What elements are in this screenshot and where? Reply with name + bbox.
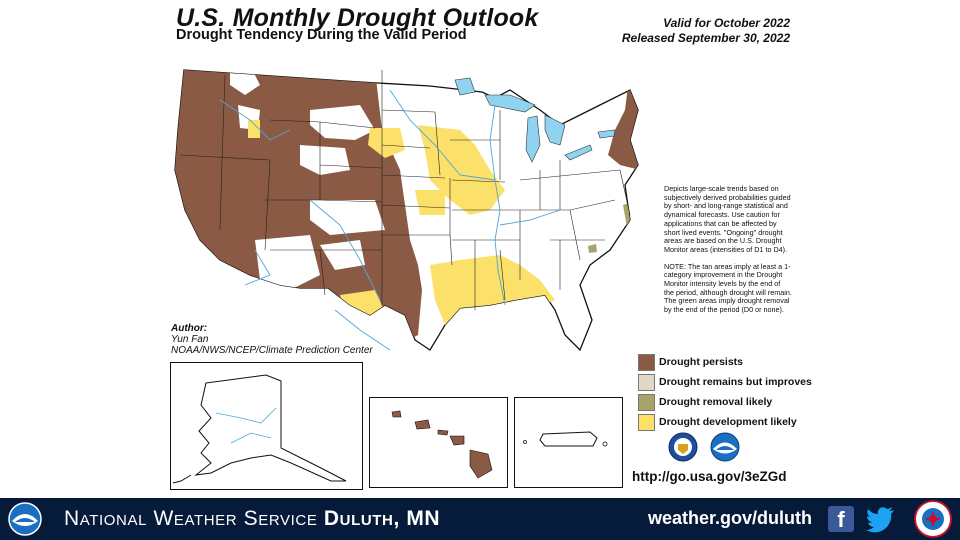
valid-period: Valid for October 2022 Released Septembe… [622, 16, 790, 46]
legend-item-improves: Drought remains but improves [638, 372, 812, 392]
office-location: Duluth, MN [323, 507, 441, 530]
puerto-rico-inset [514, 397, 623, 488]
drought-development-nv [248, 120, 260, 138]
office-name: National Weather Service Duluth, MN [64, 507, 440, 531]
legend-label-removal: Drought removal likely [659, 396, 773, 408]
nws-logo [914, 500, 952, 538]
hawaii-map [391, 410, 493, 479]
puerto-rico-map [523, 431, 608, 447]
lake-superior [484, 94, 536, 113]
lake-ontario [597, 129, 616, 139]
description-paragraph-1: Depicts large-scale trends based on subj… [664, 184, 791, 254]
author-name: Yun Fan [171, 334, 209, 345]
legend-label-improves: Drought remains but improves [659, 376, 812, 388]
drought-development-plains [418, 125, 505, 215]
conus-drought-map [174, 69, 639, 352]
office-prefix: National Weather Service [64, 507, 318, 530]
noaa-logo [710, 432, 740, 462]
legend-label-persists: Drought persists [659, 356, 744, 368]
drought-removal-va [623, 200, 638, 233]
no-drought-mt [310, 105, 375, 140]
legend-item-development: Drought development likely [638, 412, 812, 432]
lake-erie [564, 144, 593, 161]
noaa-logo [8, 502, 42, 536]
drought-development-mt [368, 128, 405, 158]
twitter-icon[interactable] [866, 505, 896, 533]
author-block: Author: Yun Fan NOAA/NWS/NCEP/Climate Pr… [171, 323, 373, 356]
hawaii-inset [369, 397, 508, 488]
valid-date: Valid for October 2022 [663, 16, 790, 30]
drought-development-ks [415, 190, 445, 215]
state-boundaries [179, 70, 631, 310]
legend-swatch-removal [638, 393, 655, 411]
rivers [219, 89, 561, 351]
legend-swatch-persists [638, 353, 655, 371]
legend-item-persists: Drought persists [638, 352, 812, 372]
description-paragraph-2: NOTE: The tan areas imply at least a 1-c… [664, 261, 792, 315]
no-drought-ut [320, 240, 365, 270]
alaska-map [172, 374, 347, 484]
lake-winnipeg [454, 77, 476, 96]
facebook-icon[interactable]: f [828, 506, 854, 532]
legend-label-development: Drought development likely [659, 416, 797, 428]
lake-michigan [525, 115, 541, 163]
author-org: NOAA/NWS/NCEP/Climate Prediction Center [171, 345, 373, 356]
no-drought-wy [300, 145, 350, 175]
outlook-url[interactable]: http://go.usa.gov/3eZGd [632, 469, 787, 484]
release-date: Released September 30, 2022 [621, 31, 790, 45]
nws-footer-bar: National Weather Service Duluth, MN weat… [0, 498, 960, 540]
map-legend: Drought persists Drought remains but imp… [638, 352, 812, 432]
map-description: Depicts large-scale trends based on subj… [664, 184, 792, 323]
legend-item-removal: Drought removal likely [638, 392, 812, 412]
no-drought-co [310, 200, 385, 235]
drought-removal-sc [588, 244, 597, 253]
office-website[interactable]: weather.gov/duluth [648, 508, 813, 528]
author-label: Author: [171, 323, 208, 334]
no-drought-az [255, 235, 320, 290]
lake-huron [544, 114, 566, 146]
map-subtitle: Drought Tendency During the Valid Period [176, 27, 467, 43]
legend-swatch-improves [638, 373, 655, 391]
doc-seal [668, 432, 698, 462]
legend-swatch-development [638, 413, 655, 431]
map-title: U.S. Monthly Drought Outlook [176, 4, 539, 32]
alaska-inset [170, 362, 363, 490]
